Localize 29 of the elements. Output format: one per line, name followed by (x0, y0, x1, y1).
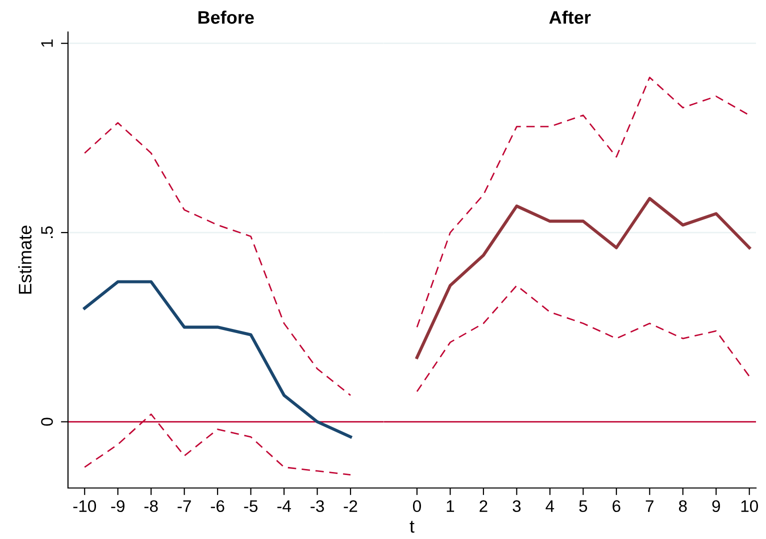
x-tick-label: -9 (111, 500, 124, 512)
y-axis-title: Estimate (18, 226, 32, 294)
x-tick-label: -10 (73, 500, 96, 512)
x-tick-label: 7 (646, 500, 654, 512)
line-series (83, 280, 352, 438)
chart-title: Before (198, 10, 254, 24)
x-tick-label: 2 (480, 500, 488, 512)
x-tick-label: 10 (741, 500, 758, 512)
x-tick-label: -3 (310, 500, 324, 512)
x-tick-label: -7 (178, 500, 191, 512)
x-tick-label: 9 (712, 500, 720, 512)
y-tick-label: 1 (41, 40, 53, 47)
x-tick-label: -2 (344, 500, 358, 512)
x-axis-title: t (410, 520, 414, 533)
x-tick-label: 4 (546, 500, 554, 512)
x-tick-label: 1 (446, 500, 454, 512)
x-tick-label: 3 (512, 500, 521, 512)
x-tick-label: 0 (413, 500, 421, 512)
line-series (84, 122, 352, 396)
x-tick-label: -5 (244, 500, 258, 512)
x-tick-label: 8 (678, 500, 687, 512)
x-tick-label: -8 (144, 500, 158, 512)
x-tick-label: -4 (277, 500, 291, 512)
x-tick-label: 6 (612, 500, 620, 512)
x-tick-label: 5 (579, 500, 588, 512)
chart-title: After (549, 10, 591, 24)
y-tick-label: .5 (41, 226, 53, 238)
x-tick-label: -6 (210, 500, 224, 512)
y-tick-label: 0 (41, 418, 53, 426)
